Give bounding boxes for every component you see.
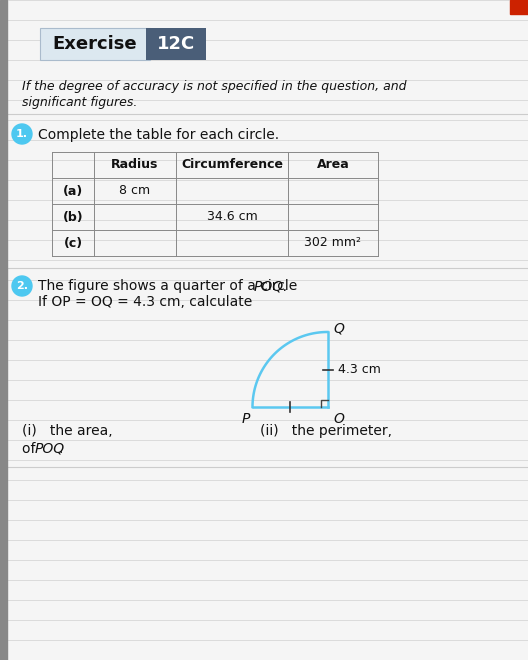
Text: The figure shows a quarter of a circle: The figure shows a quarter of a circle	[38, 279, 301, 293]
Text: 1.: 1.	[16, 129, 28, 139]
Circle shape	[12, 276, 32, 296]
Text: 8 cm: 8 cm	[119, 185, 150, 197]
FancyBboxPatch shape	[40, 28, 150, 60]
Text: significant figures.: significant figures.	[22, 96, 137, 109]
Text: (c): (c)	[63, 236, 82, 249]
FancyBboxPatch shape	[146, 28, 206, 60]
Text: POQ: POQ	[35, 442, 65, 456]
Text: (i)   the area,: (i) the area,	[22, 424, 112, 438]
Text: 302 mm²: 302 mm²	[305, 236, 362, 249]
Bar	[0, 0, 7, 660]
Text: .: .	[58, 442, 62, 456]
Text: 2.: 2.	[16, 281, 28, 291]
Text: Q: Q	[334, 321, 344, 335]
Text: 4.3 cm: 4.3 cm	[337, 363, 380, 376]
Text: P: P	[242, 412, 250, 426]
Text: 12C: 12C	[157, 35, 195, 53]
Text: O: O	[334, 412, 344, 426]
Bar	[510, 0, 528, 14]
Text: Circumference: Circumference	[181, 158, 283, 172]
Text: If the degree of accuracy is not specified in the question, and: If the degree of accuracy is not specifi…	[22, 80, 407, 93]
Text: (ii)   the perimeter,: (ii) the perimeter,	[260, 424, 392, 438]
Text: POQ.: POQ.	[253, 279, 288, 293]
Text: Complete the table for each circle.: Complete the table for each circle.	[38, 128, 279, 142]
Text: Exercise: Exercise	[53, 35, 137, 53]
Text: (a): (a)	[63, 185, 83, 197]
Circle shape	[12, 124, 32, 144]
Text: Area: Area	[317, 158, 350, 172]
Text: of: of	[22, 442, 40, 456]
Text: 34.6 cm: 34.6 cm	[206, 211, 257, 224]
Text: Radius: Radius	[111, 158, 159, 172]
Text: (b): (b)	[63, 211, 83, 224]
Text: If OP = OQ = 4.3 cm, calculate: If OP = OQ = 4.3 cm, calculate	[38, 295, 252, 309]
